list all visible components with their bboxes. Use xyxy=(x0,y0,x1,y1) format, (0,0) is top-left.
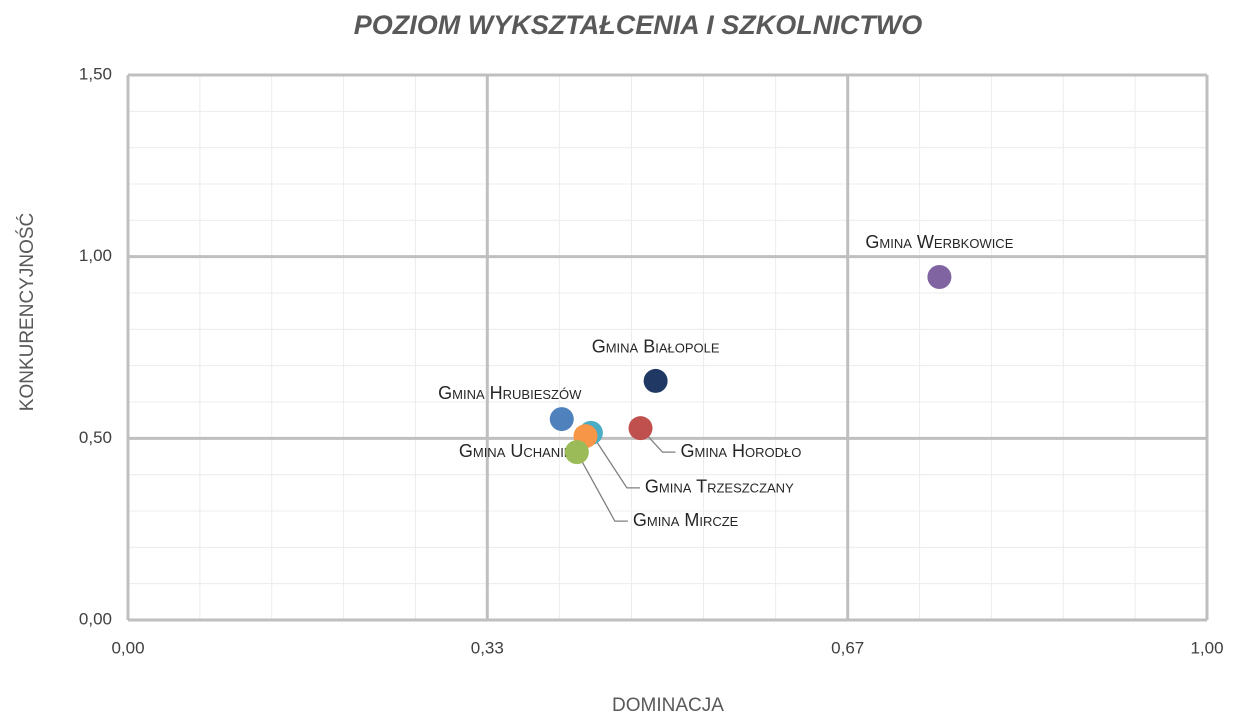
data-label: Gmina Werbkowice xyxy=(865,232,1013,252)
y-axis-title: KONKURENCYJNOŚĆ xyxy=(16,213,38,411)
y-tick-label: 0,50 xyxy=(79,428,112,447)
x-tick-label: 1,00 xyxy=(1190,638,1223,657)
data-label: Gmina Trzeszczany xyxy=(645,477,794,497)
data-label: Gmina Mircze xyxy=(633,510,739,530)
point xyxy=(927,265,952,290)
y-tick-label: 0,00 xyxy=(79,609,112,628)
data-label: Gmina Horodło xyxy=(681,441,802,461)
x-axis-title: DOMINACJA xyxy=(612,695,724,716)
leader-line xyxy=(576,451,628,522)
leader-line xyxy=(590,432,640,489)
point xyxy=(549,407,574,432)
y-tick-label: 1,50 xyxy=(79,64,112,83)
x-tick-label: 0,33 xyxy=(471,638,504,657)
x-tick-label: 0,00 xyxy=(111,638,144,657)
chart-title: POZIOM WYKSZTAŁCENIA I SZKOLNICTWO xyxy=(354,10,922,40)
x-tick-label: 0,67 xyxy=(831,638,864,657)
point xyxy=(643,368,668,393)
y-tick-label: 1,00 xyxy=(79,246,112,265)
data-label: Gmina Białopole xyxy=(592,337,720,357)
data-label: Gmina Hrubieszów xyxy=(438,383,582,403)
point xyxy=(628,416,653,441)
point xyxy=(564,440,589,465)
data-label: Gmina Uchanie xyxy=(459,441,573,461)
